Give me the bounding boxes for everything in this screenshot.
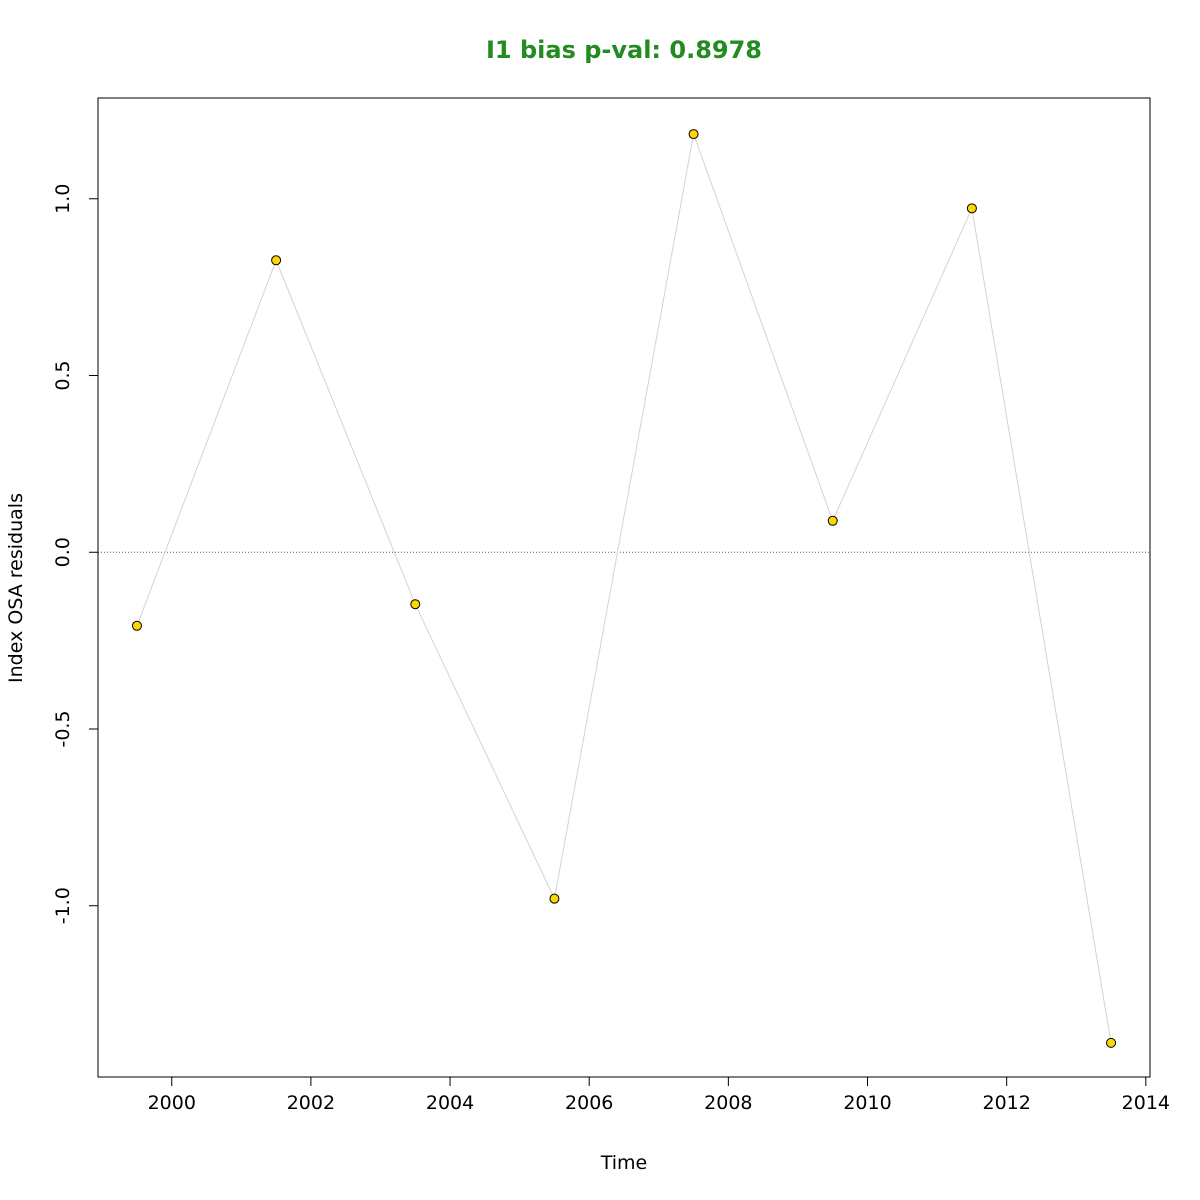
x-tick-label: 2010 xyxy=(843,1092,891,1114)
x-tick-label: 2004 xyxy=(426,1092,474,1114)
y-tick-label: 0.0 xyxy=(52,537,74,567)
y-axis-label: Index OSA residuals xyxy=(5,493,27,683)
plot-frame xyxy=(97,97,1151,1078)
y-tick-label: -0.5 xyxy=(52,710,74,747)
data-point xyxy=(1106,1037,1117,1048)
y-tick-label: 1.0 xyxy=(52,184,74,214)
data-point xyxy=(966,203,977,214)
y-axis: -1.0 -0.5 0.0 0.5 1.0 xyxy=(52,184,99,924)
x-tick-label: 2008 xyxy=(704,1092,752,1114)
x-tick-label: 2000 xyxy=(148,1092,196,1114)
data-point xyxy=(131,620,142,631)
x-axis-label: Time xyxy=(600,1152,648,1174)
x-tick-label: 2014 xyxy=(1122,1092,1170,1114)
data-point xyxy=(271,255,282,266)
x-axis: 2000 2002 2004 2006 2008 2010 2012 2014 xyxy=(148,1076,1170,1114)
x-tick-label: 2002 xyxy=(287,1092,335,1114)
data-point xyxy=(688,129,699,140)
data-point xyxy=(827,515,838,526)
data-point xyxy=(410,599,421,610)
y-tick-label: -1.0 xyxy=(52,887,74,924)
data-points xyxy=(131,129,1117,1048)
x-tick-label: 2006 xyxy=(565,1092,613,1114)
x-tick-label: 2012 xyxy=(982,1092,1030,1114)
chart-title: I1 bias p-val: 0.8978 xyxy=(486,36,762,64)
series-line-group xyxy=(136,132,1112,1043)
y-tick-label: 0.5 xyxy=(52,360,74,390)
data-point xyxy=(549,893,560,904)
series-line xyxy=(136,132,1112,1043)
